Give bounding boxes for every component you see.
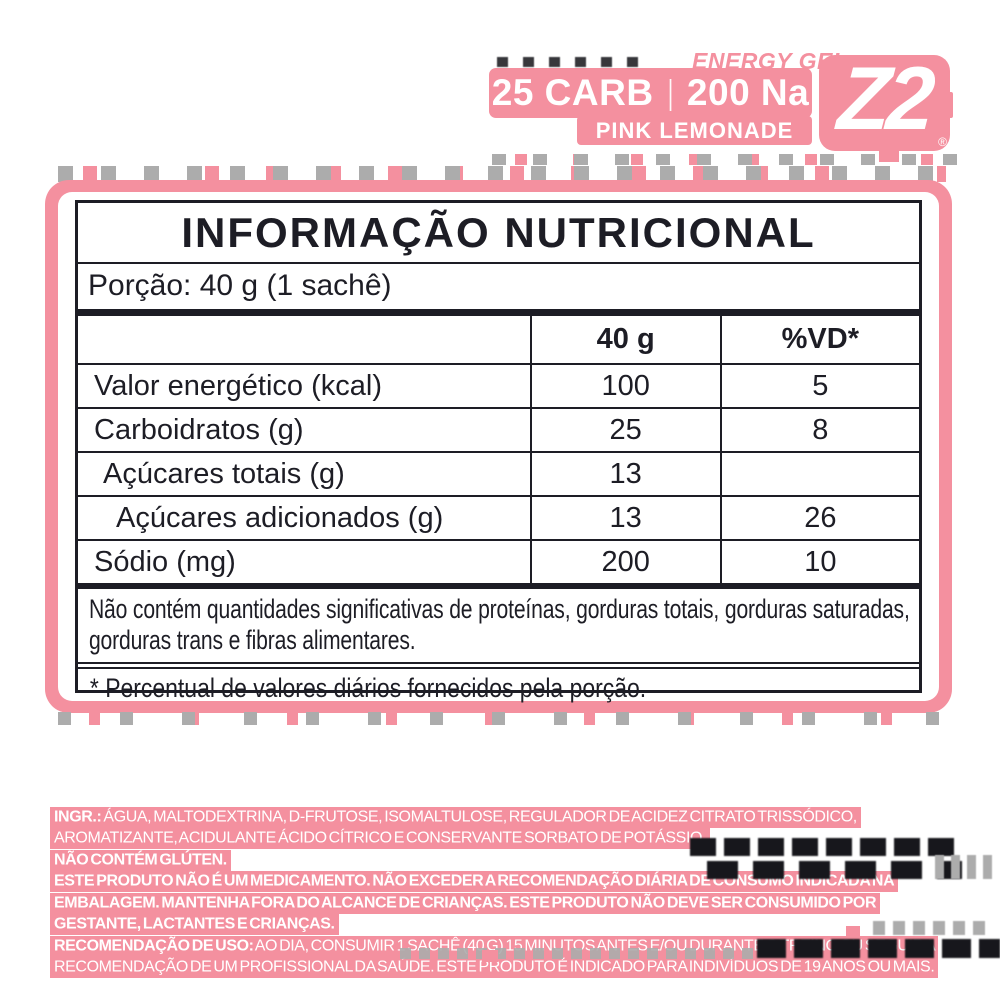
nutrition-grid: 40 g %VD* Valor energético (kcal) 100 5 …: [78, 316, 919, 589]
gluten-line: NÃO CONTÉM GLÚTEN.: [50, 849, 950, 871]
serving-size: Porção: 40 g (1 sachê): [78, 264, 919, 316]
table-header-row: 40 g %VD*: [78, 316, 919, 363]
insignificant-amounts-note: Não contém quantidades significativas de…: [78, 589, 919, 664]
nutrient-vd: 5: [719, 365, 919, 407]
table-row: Valor energético (kcal) 100 5: [78, 363, 919, 407]
header-vd-cell: %VD*: [719, 316, 919, 363]
nutrition-panel: INFORMAÇÃO NUTRICIONAL Porção: 40 g (1 s…: [45, 180, 952, 713]
torn-edge-tab: [482, 950, 498, 962]
glitch-artifact: [690, 838, 960, 856]
nutrient-label: Sódio (mg): [94, 545, 236, 578]
table-row: Sódio (mg) 200 10: [78, 539, 919, 583]
nutrient-vd: [719, 453, 919, 495]
nutrient-vd: 10: [719, 541, 919, 583]
nutrient-amount: 200: [529, 541, 720, 583]
glitch-artifact: [700, 861, 962, 879]
torn-edge-tab: [846, 926, 860, 936]
daily-value-footnote: * Percentual de valores diários fornecid…: [78, 667, 919, 711]
glitch-artifact: [873, 921, 991, 935]
warning-line: ESTE PRODUTO NÃO É UM MEDICAMENTO. NÃO E…: [50, 871, 950, 935]
nutrient-label: Carboidratos (g): [94, 413, 304, 446]
torn-edge-row: [58, 166, 946, 182]
nutrient-vd: 26: [719, 497, 919, 539]
nutrient-amount: 25: [529, 409, 720, 451]
warning-statement: ESTE PRODUTO NÃO É UM MEDICAMENTO. NÃO E…: [50, 871, 899, 935]
nutrient-amount: 13: [529, 497, 720, 539]
nutrient-amount: 13: [529, 453, 720, 495]
brand-logo: Z2 ®: [819, 48, 950, 151]
brand-logo-text: Z2: [835, 48, 935, 149]
torn-edge-row: [58, 712, 946, 725]
nutrient-label: Açúcares totais (g): [103, 457, 345, 490]
ingredients-value: ÁGUA, MALTODEXTRINA, D-FRUTOSE, ISOMALTU…: [54, 808, 857, 847]
glitch-artifact: [400, 948, 756, 959]
nutrient-vd: 8: [719, 409, 919, 451]
nutrient-label: Valor energético (kcal): [94, 369, 382, 402]
table-row: Açúcares adicionados (g) 13 26: [78, 495, 919, 539]
nutrient-label: Açúcares adicionados (g): [116, 501, 444, 534]
usage-label: RECOMENDAÇÃO DE USO:: [54, 937, 254, 954]
nutrient-amount: 100: [529, 365, 720, 407]
torn-edge-tab: [945, 92, 953, 118]
glitch-artifact: [757, 939, 1000, 958]
flavor-badge: PINK LEMONADE: [577, 116, 812, 145]
nutrition-table: INFORMAÇÃO NUTRICIONAL Porção: 40 g (1 s…: [75, 200, 922, 703]
registered-trademark-icon: ®: [938, 135, 947, 149]
carb-value: 25 CARB: [491, 72, 654, 113]
sodium-value: 200 Na: [686, 72, 810, 113]
separator-bar: |: [667, 73, 674, 112]
table-row: Açúcares totais (g) 13: [78, 451, 919, 495]
glitch-artifact: [497, 57, 647, 67]
ingredients-line: INGR.: ÁGUA, MALTODEXTRINA, D-FRUTOSE, I…: [50, 806, 950, 849]
gluten-statement: NÃO CONTÉM GLÚTEN.: [50, 849, 231, 871]
header-amount-cell: 40 g: [529, 316, 720, 363]
glitch-artifact: [935, 855, 993, 879]
ingredients-label: INGR.:: [54, 808, 102, 825]
header-blank-cell: [78, 316, 530, 363]
torn-edge-row: [492, 154, 957, 165]
table-row: Carboidratos (g) 25 8: [78, 407, 919, 451]
nutrition-paper: INFORMAÇÃO NUTRICIONAL Porção: 40 g (1 s…: [58, 192, 939, 703]
macros-badge: 25 CARB | 200 Na: [489, 68, 812, 118]
nutrition-title: INFORMAÇÃO NUTRICIONAL: [78, 203, 919, 264]
